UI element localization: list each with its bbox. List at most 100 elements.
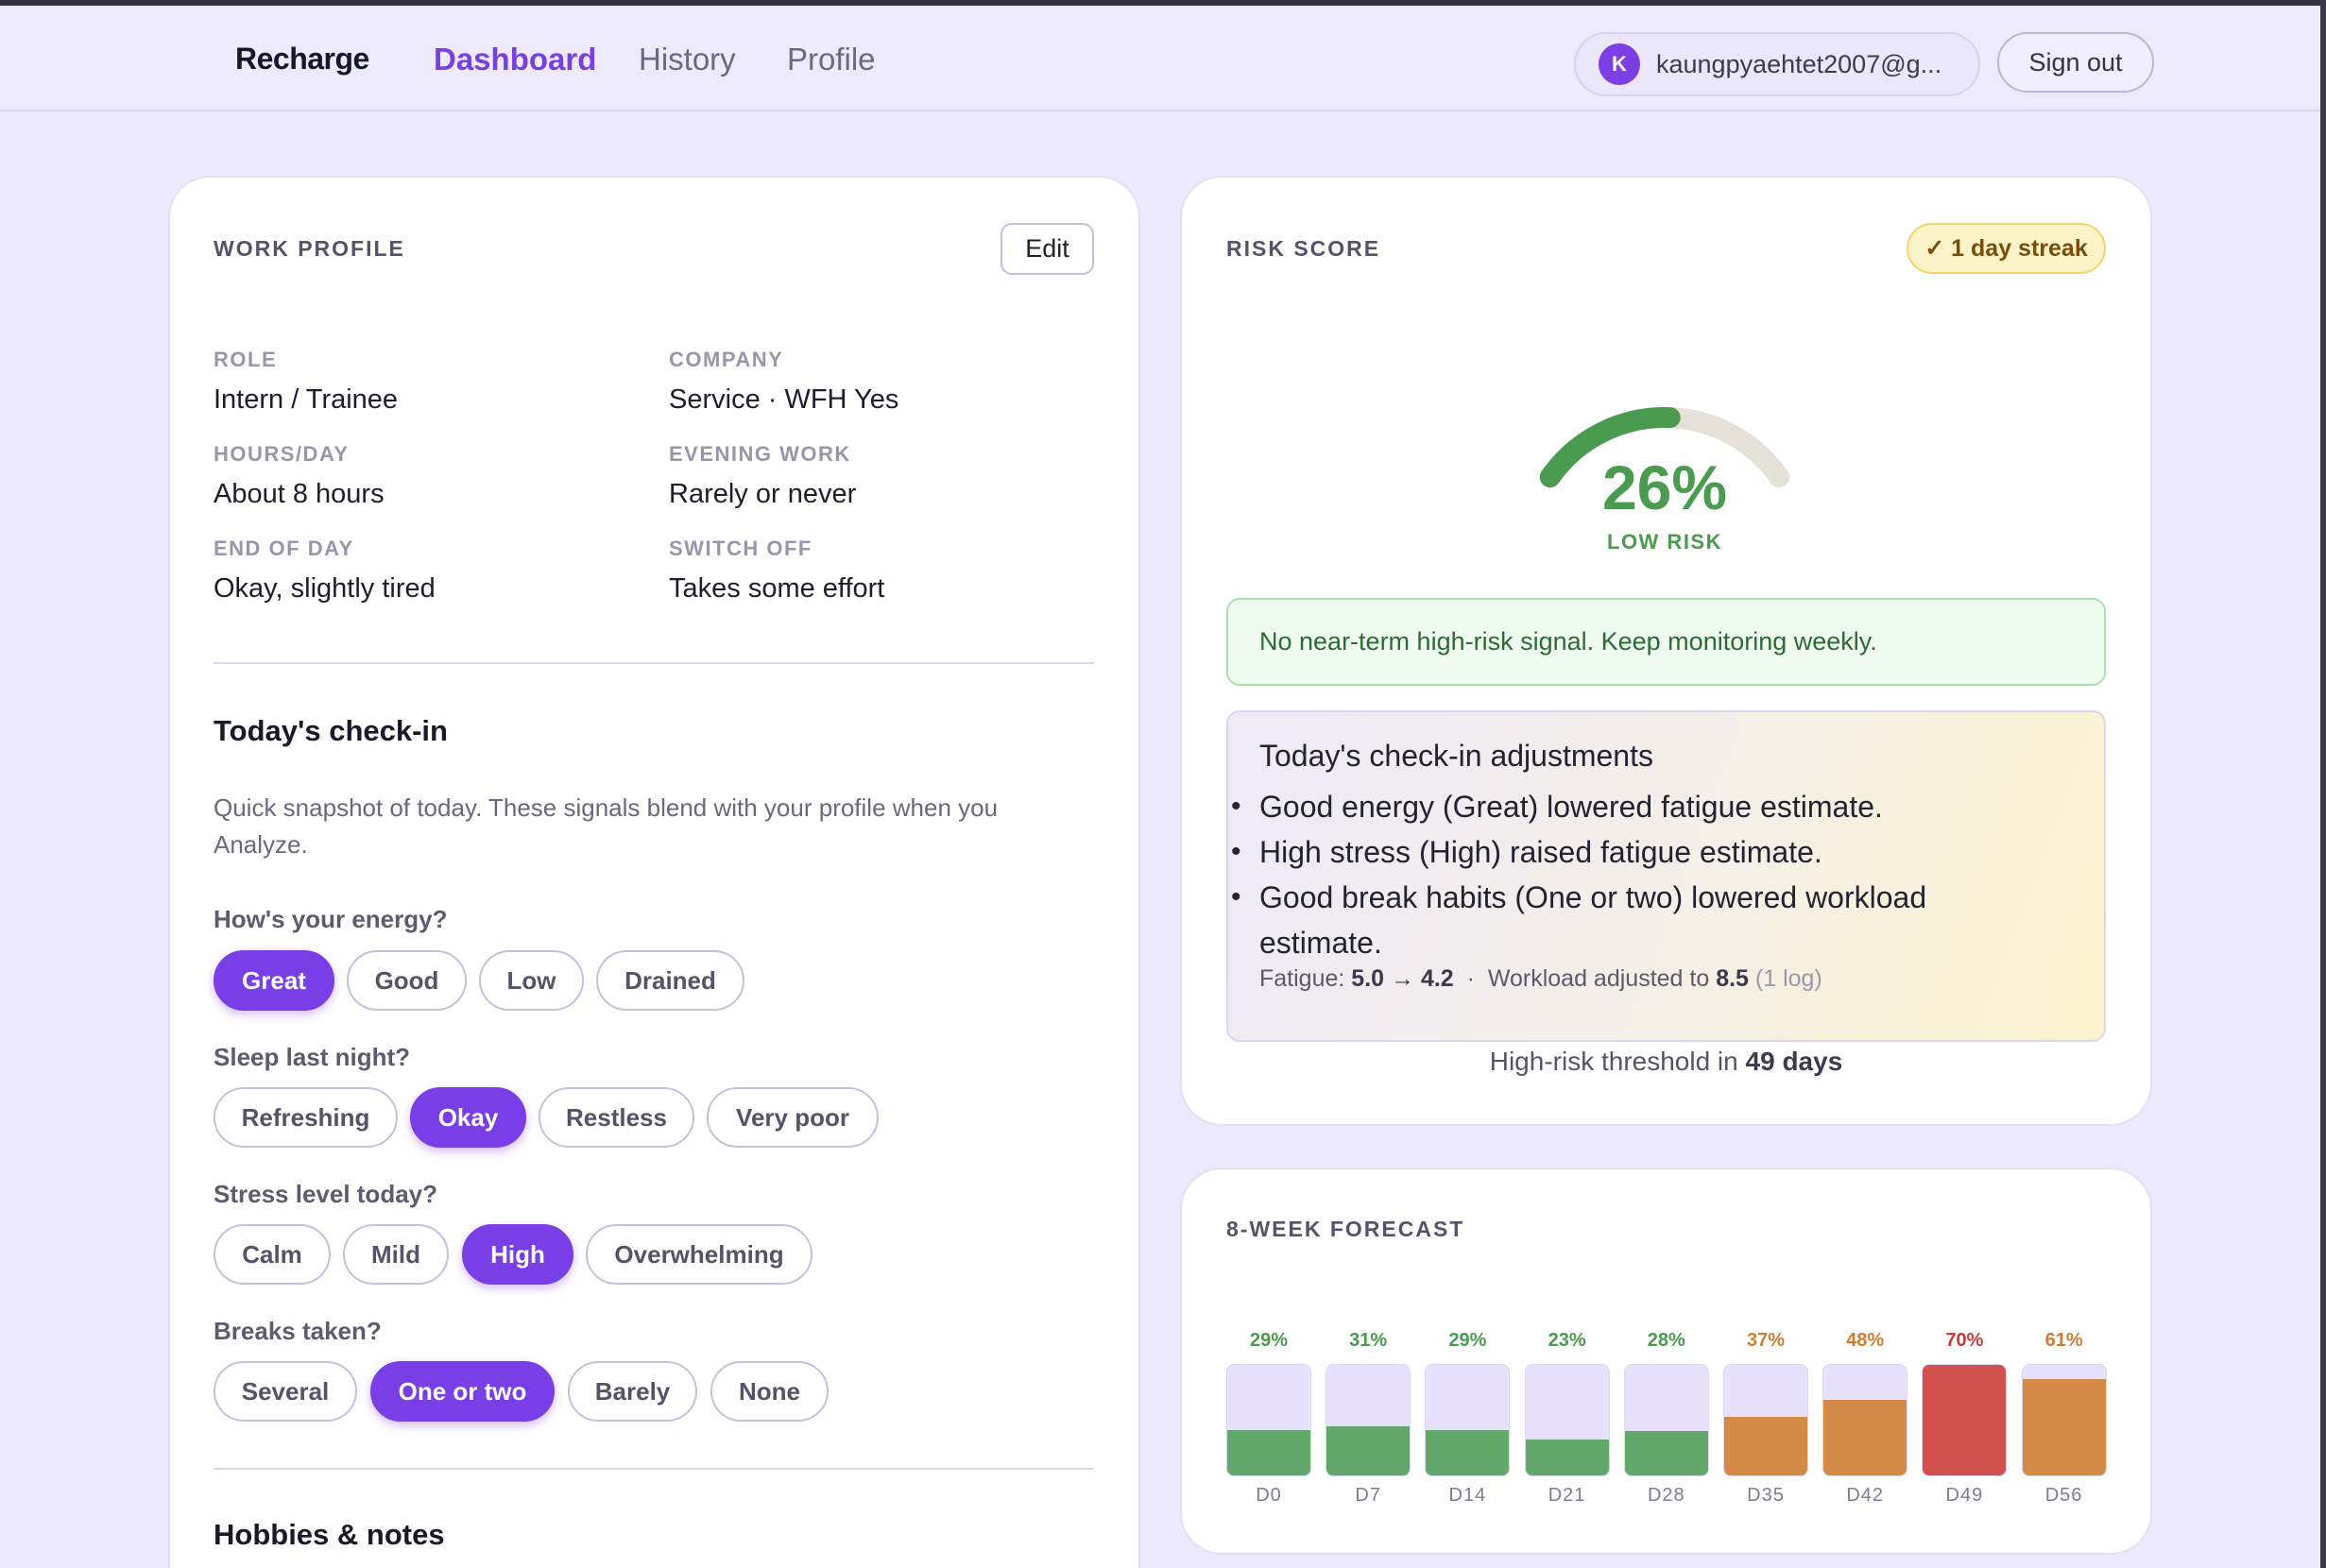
checkin-description-line2: Analyze. (214, 830, 308, 859)
edit-profile-button[interactable]: Edit (1001, 223, 1094, 275)
breaks-option-barely[interactable]: Barely (568, 1361, 697, 1422)
risk-level-label: LOW RISK (1607, 530, 1722, 554)
forecast-x-label: D0 (1256, 1485, 1282, 1506)
nav-link-profile[interactable]: Profile (787, 42, 876, 77)
workload-value: 8.5 (1716, 965, 1749, 992)
forecast-bar (2022, 1379, 2106, 1475)
nav-link-dashboard[interactable]: Dashboard (434, 42, 597, 77)
forecast-bar-track (1325, 1364, 1411, 1476)
breaks-option-several[interactable]: Several (214, 1361, 357, 1422)
sleep-option-refreshing[interactable]: Refreshing (214, 1087, 398, 1148)
stress-option-overwhelming[interactable]: Overwhelming (586, 1224, 812, 1285)
forecast-bar (1923, 1365, 2007, 1475)
forecast-bar-track (1425, 1364, 1511, 1476)
risk-score-title: RISK SCORE (1226, 236, 1381, 261)
field-label-company: COMPANY (669, 348, 784, 371)
window-top-border (0, 0, 2326, 6)
brand-logo[interactable]: Recharge (235, 42, 369, 76)
hobbies-title: Hobbies & notes (214, 1518, 445, 1551)
adjustment-item: • Good break habits (One or two) lowered … (1231, 875, 2053, 920)
stress-question: Stress level today? (214, 1180, 437, 1208)
work-profile-card (168, 176, 1140, 1568)
checkin-adjustments-panel: Today's check-in adjustments • Good energ… (1226, 710, 2106, 1042)
sleep-question: Sleep last night? (214, 1043, 411, 1071)
field-label-end-of-day: END OF DAY (214, 537, 354, 560)
field-value-evening-work: Rarely or never (669, 479, 857, 509)
energy-option-good[interactable]: Good (347, 950, 467, 1011)
energy-option-great[interactable]: Great (214, 950, 334, 1011)
forecast-x-label: D14 (1448, 1485, 1487, 1506)
avatar: K (1599, 43, 1640, 85)
adjustments-title: Today's check-in adjustments (1259, 739, 1653, 773)
energy-option-drained[interactable]: Drained (596, 950, 744, 1011)
divider (214, 662, 1094, 664)
breaks-option-none[interactable]: None (710, 1361, 829, 1422)
forecast-x-label: D7 (1355, 1485, 1381, 1506)
nav-link-history[interactable]: History (639, 42, 736, 77)
field-value-company: Service · WFH Yes (669, 384, 899, 415)
forecast-x-label: D21 (1548, 1485, 1586, 1506)
energy-option-low[interactable]: Low (479, 950, 584, 1011)
bullet-icon: • (1231, 881, 1241, 912)
forecast-bar-track (1623, 1364, 1709, 1476)
stress-option-calm[interactable]: Calm (214, 1224, 331, 1285)
forecast-bar-label: 28% (1647, 1330, 1685, 1351)
breaks-option-one-or-two[interactable]: One or two (370, 1361, 555, 1422)
stress-option-mild[interactable]: Mild (343, 1224, 449, 1285)
forecast-bar-track (1822, 1364, 1908, 1476)
forecast-bar (1326, 1426, 1411, 1475)
breaks-question: Breaks taken? (214, 1317, 382, 1345)
divider (214, 1468, 1094, 1470)
window-right-edge (2320, 0, 2326, 1568)
forecast-bar-track (1922, 1364, 2008, 1476)
field-value-end-of-day: Okay, slightly tired (214, 573, 436, 604)
forecast-bar-track (2021, 1364, 2107, 1476)
forecast-x-label: D56 (2044, 1485, 2083, 1506)
adjustment-summary: Fatigue: 5.0 → 4.2 · Workload adjusted t… (1259, 965, 1822, 992)
forecast-bar-label: 23% (1548, 1330, 1586, 1351)
adjustment-item: • High stress (High) raised fatigue estim… (1231, 829, 2053, 875)
forecast-bar-label: 29% (1249, 1330, 1289, 1351)
forecast-bar (1724, 1417, 1807, 1475)
forecast-card (1180, 1167, 2152, 1555)
forecast-x-label: D28 (1647, 1485, 1685, 1506)
risk-status-message: No near-term high-risk signal. Keep moni… (1226, 598, 2106, 686)
sign-out-button[interactable]: Sign out (1997, 32, 2154, 93)
forecast-x-label: D42 (1846, 1485, 1885, 1506)
sleep-option-very-poor[interactable]: Very poor (707, 1087, 879, 1148)
adjustment-item-continued: estimate. (1259, 926, 1382, 960)
forecast-bar-label: 61% (2044, 1330, 2083, 1351)
forecast-bar (1624, 1431, 1708, 1475)
field-label-evening-work: EVENING WORK (669, 442, 851, 466)
forecast-bar-track (1723, 1364, 1808, 1476)
forecast-bar (1227, 1429, 1310, 1475)
energy-question: How's your energy? (214, 905, 448, 933)
field-label-hours: HOURS/DAY (214, 442, 350, 466)
forecast-bar-label: 48% (1846, 1330, 1885, 1351)
forecast-x-label: D35 (1747, 1485, 1785, 1506)
forecast-bar-track (1524, 1364, 1610, 1476)
forecast-bar (1426, 1429, 1510, 1475)
forecast-bar-label: 70% (1945, 1330, 1984, 1351)
risk-percent: 26% (1601, 452, 1728, 522)
bullet-icon: • (1231, 836, 1241, 867)
stress-option-high[interactable]: High (462, 1224, 573, 1285)
field-value-switch-off: Takes some effort (669, 573, 885, 604)
checkin-title: Today's check-in (214, 714, 448, 747)
high-risk-threshold: High-risk threshold in 49 days (1489, 1047, 1843, 1076)
sleep-option-okay[interactable]: Okay (410, 1087, 526, 1148)
forecast-bar (1823, 1399, 1907, 1475)
threshold-days: 49 days (1745, 1047, 1843, 1076)
user-menu[interactable]: K kaungpyaehtet2007@g... (1574, 32, 1980, 96)
sleep-option-restless[interactable]: Restless (539, 1087, 694, 1148)
field-label-role: ROLE (214, 348, 278, 371)
bullet-icon: • (1231, 791, 1241, 822)
field-label-switch-off: SWITCH OFF (669, 537, 812, 560)
gauge-fill (1539, 407, 1681, 488)
fatigue-value: 5.0 → 4.2 (1351, 965, 1454, 992)
forecast-x-label: D49 (1945, 1485, 1984, 1506)
forecast-title: 8-WEEK FORECAST (1226, 1217, 1465, 1241)
forecast-bar-label: 31% (1349, 1330, 1388, 1351)
user-email: kaungpyaehtet2007@g... (1656, 49, 1942, 78)
forecast-bar (1525, 1439, 1609, 1475)
